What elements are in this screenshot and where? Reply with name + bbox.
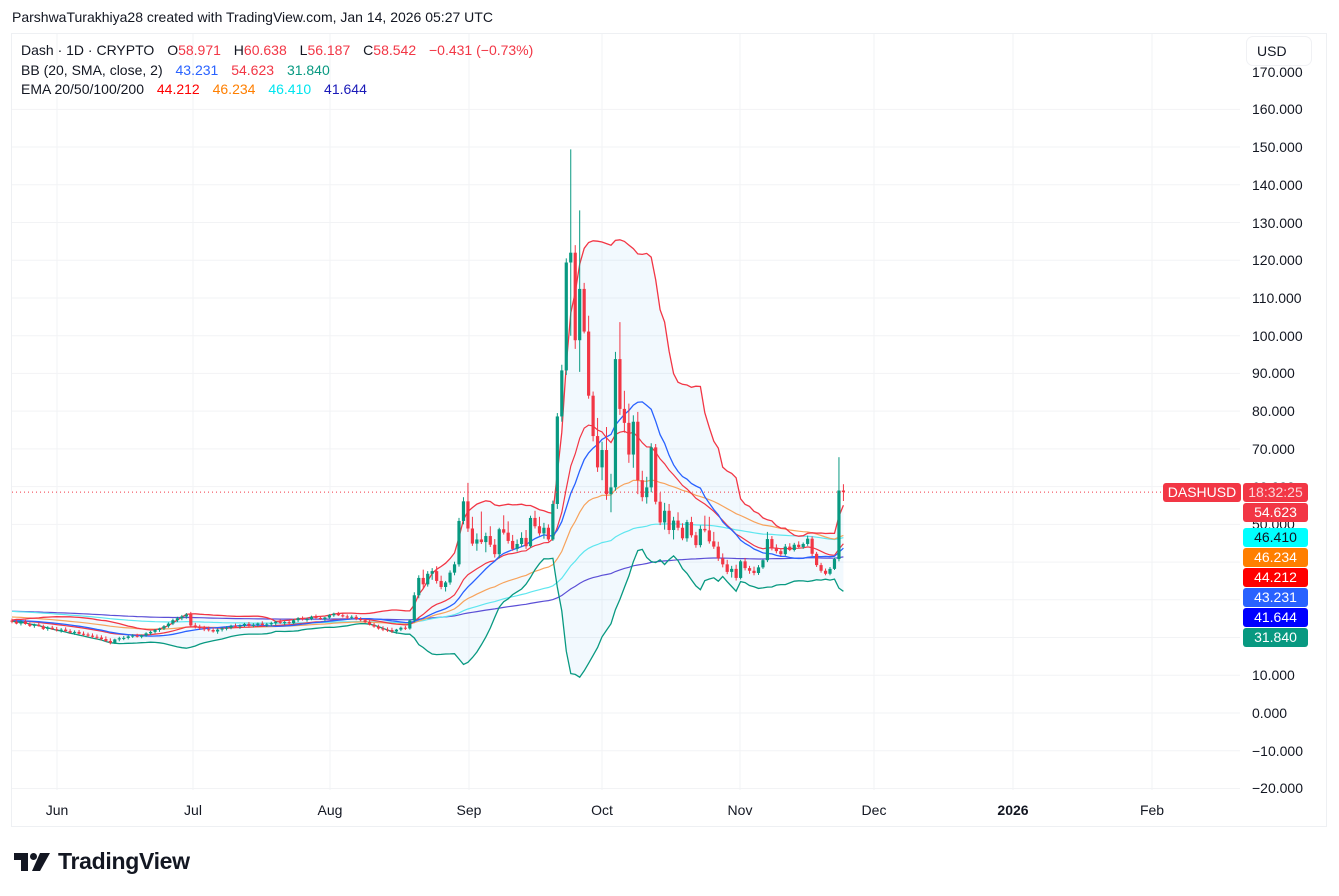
- grid-lines: [12, 34, 1240, 790]
- chart-legend: Dash · 1D · CRYPTO O58.971 H60.638 L56.1…: [21, 41, 536, 100]
- tradingview-logo[interactable]: TradingView: [14, 848, 190, 875]
- close-label: C: [363, 42, 374, 58]
- time-tick: 2026: [997, 802, 1029, 818]
- time-tick: Sep: [456, 802, 482, 818]
- chart-attribution: ParshwaTurakhiya28 created with TradingV…: [12, 9, 493, 25]
- close-value: 58.542: [373, 42, 417, 58]
- indicator-price-tag: 43.231: [1243, 588, 1308, 607]
- indicator-price-tag: 41.644: [1243, 608, 1308, 627]
- ema20-value: 44.212: [156, 81, 200, 97]
- indicator-price-tag: 44.212: [1243, 568, 1308, 587]
- price-tick: 170.000: [1252, 63, 1303, 80]
- bb-label: BB (20, SMA, close, 2): [21, 61, 163, 78]
- low-value: 56.187: [307, 42, 351, 58]
- price-tick: 100.000: [1252, 327, 1303, 344]
- legend-symbol-row[interactable]: Dash · 1D · CRYPTO O58.971 H60.638 L56.1…: [21, 41, 536, 61]
- countdown-tag: 18:32:25: [1243, 483, 1308, 502]
- indicator-price-tag: 46.234: [1243, 548, 1308, 567]
- price-tick: 70.000: [1252, 440, 1295, 457]
- high-value: 60.638: [243, 42, 287, 58]
- ema-50-line: [11, 479, 844, 630]
- time-tick: Oct: [591, 802, 613, 818]
- bollinger-band-fill: [12, 239, 844, 678]
- ema100-value: 46.410: [268, 81, 312, 97]
- ema-label: EMA 20/50/100/200: [21, 81, 144, 97]
- symbol-price-tag: DASHUSD: [1163, 483, 1241, 502]
- candlestick-series: [10, 149, 846, 645]
- legend-ema-row[interactable]: EMA 20/50/100/200 44.212 46.234 46.410 4…: [21, 80, 536, 100]
- price-tick: 120.000: [1252, 252, 1303, 269]
- tradingview-wordmark: TradingView: [58, 848, 190, 874]
- price-tick: −20.000: [1252, 780, 1303, 797]
- bb-basis-value: 43.231: [175, 61, 219, 78]
- ema200-value: 41.644: [324, 81, 367, 97]
- time-tick: Jun: [45, 802, 69, 818]
- bb-lower-value: 31.840: [286, 61, 330, 78]
- time-tick: Nov: [727, 802, 753, 818]
- indicator-price-tag: 46.410: [1243, 528, 1308, 547]
- price-tick: 130.000: [1252, 214, 1303, 231]
- time-tick: Feb: [1139, 802, 1165, 818]
- ema50-value: 46.234: [212, 81, 256, 97]
- open-label: O: [167, 42, 179, 58]
- change-value: −0.431 (−0.73%): [429, 42, 534, 58]
- price-tick: 160.000: [1252, 101, 1303, 118]
- low-label: L: [299, 42, 308, 58]
- time-tick: Dec: [861, 802, 887, 818]
- symbol-label: Dash · 1D · CRYPTO: [21, 42, 155, 58]
- price-tick: 110.000: [1252, 289, 1302, 306]
- open-value: 58.971: [178, 42, 221, 58]
- price-tick: 0.000: [1252, 705, 1288, 721]
- tradingview-logo-icon: [14, 852, 50, 871]
- price-tick: −10.000: [1252, 742, 1303, 759]
- high-label: H: [233, 42, 244, 58]
- price-tick: 90.000: [1252, 365, 1295, 382]
- price-tick: 10.000: [1252, 667, 1295, 684]
- bollinger-lower-line: [11, 548, 844, 679]
- price-tick: 150.000: [1252, 139, 1303, 156]
- price-tick: 140.000: [1252, 176, 1303, 193]
- legend-bb-row[interactable]: BB (20, SMA, close, 2) 43.231 54.623 31.…: [21, 61, 536, 81]
- price-tick: 80.000: [1252, 403, 1295, 420]
- bollinger-basis-line: [11, 401, 844, 637]
- chart-frame: [11, 33, 1327, 827]
- indicator-price-tag: 31.840: [1243, 628, 1308, 647]
- time-tick: Aug: [317, 802, 343, 818]
- indicator-price-tag: 54.623: [1243, 503, 1308, 522]
- time-tick: Jul: [184, 802, 202, 818]
- bb-upper-value: 54.623: [231, 61, 275, 78]
- currency-button[interactable]: USD: [1247, 37, 1311, 65]
